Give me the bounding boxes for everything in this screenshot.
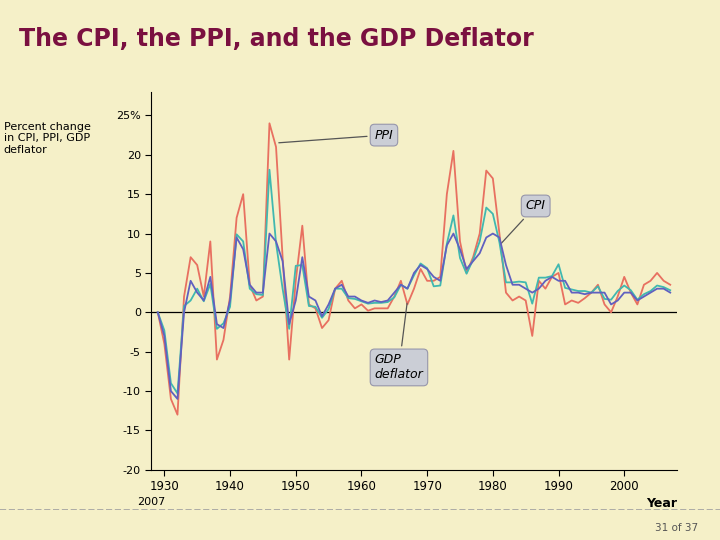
Text: 2007: 2007 [137,497,166,508]
Text: GDP
deflator: GDP deflator [374,303,423,381]
Text: Year: Year [646,497,677,510]
Text: The CPI, the PPI, and the GDP Deflator: The CPI, the PPI, and the GDP Deflator [19,27,534,51]
Text: CPI: CPI [501,199,546,244]
Text: PPI: PPI [279,129,393,143]
Text: 31 of 37: 31 of 37 [655,523,698,533]
Text: Percent change
in CPI, PPI, GDP
deflator: Percent change in CPI, PPI, GDP deflator [4,122,91,154]
